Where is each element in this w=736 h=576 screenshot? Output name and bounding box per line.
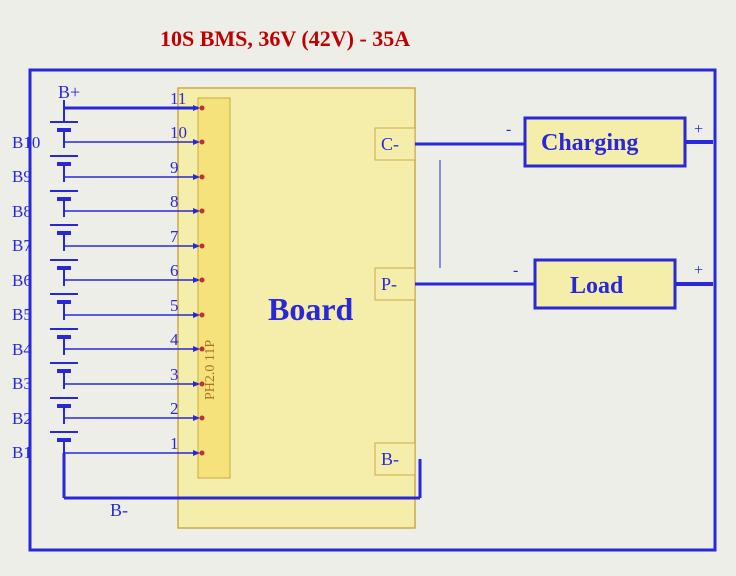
pin-dot xyxy=(200,140,205,145)
connector-rect xyxy=(198,98,230,478)
c-minus-text: C- xyxy=(381,134,399,154)
pin-number-3: 3 xyxy=(170,365,179,384)
pin-dot xyxy=(200,416,205,421)
b-minus-text: B- xyxy=(381,449,399,469)
b-plus-label: B+ xyxy=(58,82,80,102)
battery-label-B5: B5 xyxy=(12,305,32,324)
b-minus-label: B- xyxy=(110,500,128,520)
pin-number-5: 5 xyxy=(170,296,179,315)
pin-dot xyxy=(200,209,205,214)
pin-dot xyxy=(200,382,205,387)
load-minus: - xyxy=(513,262,518,279)
connector-label: PH2.0 11P xyxy=(203,340,218,400)
charging-plus: + xyxy=(694,121,703,138)
load-label: Load xyxy=(570,273,624,299)
battery-label-B7: B7 xyxy=(12,236,32,255)
pin-number-6: 6 xyxy=(170,261,179,280)
pin-dot xyxy=(200,175,205,180)
battery-label-B1: B1 xyxy=(12,443,32,462)
battery-label-B8: B8 xyxy=(12,202,32,221)
pin-dot xyxy=(200,244,205,249)
charging-minus: - xyxy=(506,121,511,138)
pin-dot xyxy=(200,106,205,111)
diagram-svg: Board PH2.0 11P 1110987654321 B10B9B8B7B… xyxy=(0,0,736,576)
board-label: Board xyxy=(268,291,354,327)
charging-label: Charging xyxy=(541,130,638,156)
battery-label-B3: B3 xyxy=(12,374,32,393)
pin-number-9: 9 xyxy=(170,158,179,177)
pin-dot xyxy=(200,313,205,318)
pin-dot xyxy=(200,278,205,283)
battery-label-B9: B9 xyxy=(12,167,32,186)
pin-number-10: 10 xyxy=(170,123,187,142)
battery-label-B6: B6 xyxy=(12,271,32,290)
pin-number-11: 11 xyxy=(170,89,186,108)
battery-label-B2: B2 xyxy=(12,409,32,428)
pin-number-2: 2 xyxy=(170,399,179,418)
pin-number-7: 7 xyxy=(170,227,179,246)
pin-dot xyxy=(200,347,205,352)
p-minus-text: P- xyxy=(381,274,397,294)
pin-dot xyxy=(200,451,205,456)
pin-number-8: 8 xyxy=(170,192,179,211)
load-plus: + xyxy=(694,262,703,279)
battery-stack: B10 B9 B8 B7 B6 B5 B4 B3 B2 B1 xyxy=(12,100,78,462)
battery-label-B10: B10 xyxy=(12,133,40,152)
pin-number-1: 1 xyxy=(170,434,179,453)
pin-number-4: 4 xyxy=(170,330,179,349)
battery-label-B4: B4 xyxy=(12,340,32,359)
